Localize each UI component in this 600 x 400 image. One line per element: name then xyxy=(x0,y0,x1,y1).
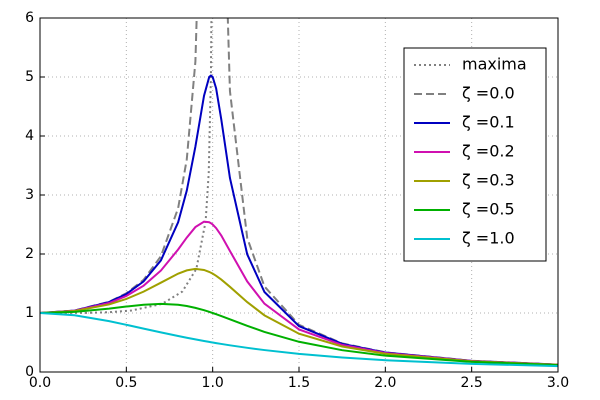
legend-label: ζ =1.0 xyxy=(462,229,515,248)
x-tick-label: 3.0 xyxy=(547,375,569,391)
legend-label: ζ =0.2 xyxy=(462,142,515,161)
x-tick-label: 1.5 xyxy=(288,375,310,391)
line-series xyxy=(40,267,558,366)
legend-label: maxima xyxy=(462,55,527,74)
x-tick-label: 0.0 xyxy=(29,375,51,391)
plot-frame xyxy=(39,17,559,373)
line-series xyxy=(40,220,558,366)
x-tick-label: 1.0 xyxy=(202,375,224,391)
legend-label: ζ =0.1 xyxy=(462,113,515,132)
x-tick-label: 2.5 xyxy=(461,375,483,391)
y-tick-label: 5 xyxy=(25,69,34,85)
y-tick-label: 6 xyxy=(25,10,34,26)
legend-label: ζ =0.3 xyxy=(462,171,515,190)
x-tick-label: 2.0 xyxy=(374,375,396,391)
line-series xyxy=(40,302,558,367)
y-tick-label: 4 xyxy=(25,128,34,144)
y-tick-label: 2 xyxy=(25,246,34,262)
y-tick-label: 1 xyxy=(25,305,34,321)
y-tick-label: 3 xyxy=(25,187,34,203)
legend-box xyxy=(403,47,547,262)
line-series xyxy=(40,312,558,368)
line-series xyxy=(40,18,213,314)
legend-label: ζ =0.0 xyxy=(462,84,515,103)
line-series xyxy=(40,74,558,366)
y-tick-label: 0 xyxy=(25,364,34,380)
plot-area xyxy=(40,18,558,368)
legend-label: ζ =0.5 xyxy=(462,200,515,219)
x-tick-label: 0.5 xyxy=(115,375,137,391)
